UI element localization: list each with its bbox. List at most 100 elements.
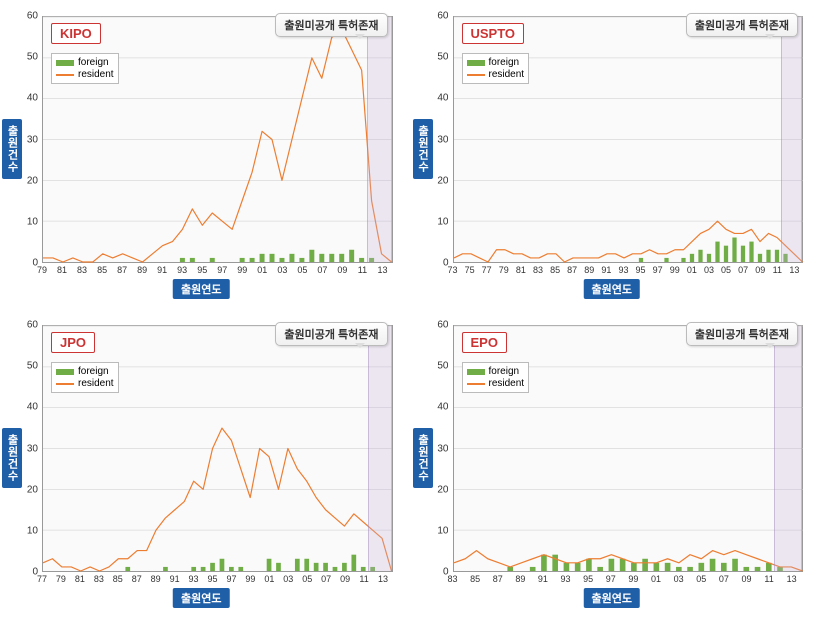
legend: foreignresident: [51, 53, 119, 84]
unpublished-shade: [774, 326, 802, 571]
x-axis-label: 출원연도: [584, 279, 640, 299]
legend-resident: resident: [467, 378, 525, 389]
x-tick: 09: [741, 574, 751, 584]
x-tick: 89: [151, 574, 161, 584]
y-tick: 30: [27, 134, 38, 145]
x-tick: 87: [132, 574, 142, 584]
legend-foreign: foreign: [56, 57, 114, 68]
legend-resident-label: resident: [78, 69, 114, 80]
swatch-resident: [56, 383, 74, 385]
x-axis-label: 출원연도: [584, 588, 640, 608]
y-tick: 60: [437, 320, 448, 331]
legend-foreign: foreign: [467, 57, 525, 68]
x-tick: 91: [601, 265, 611, 275]
x-tick: 79: [56, 574, 66, 584]
unpublished-callout: 출원미공개 특허존재: [686, 13, 798, 37]
x-tick: 13: [377, 265, 387, 275]
x-tick: 91: [157, 265, 167, 275]
x-tick: 11: [359, 574, 368, 584]
legend-resident: resident: [56, 69, 114, 80]
x-tick: 99: [237, 265, 247, 275]
swatch-resident: [467, 74, 485, 76]
x-tick: 83: [77, 265, 87, 275]
y-tick: 50: [27, 361, 38, 372]
x-tick: 99: [245, 574, 255, 584]
legend-foreign-label: foreign: [78, 57, 109, 68]
x-tick: 93: [618, 265, 628, 275]
legend-resident-label: resident: [489, 378, 525, 389]
x-tick: 75: [465, 265, 475, 275]
unpublished-shade: [781, 17, 802, 262]
x-tick: 07: [317, 265, 327, 275]
x-tick: 05: [696, 574, 706, 584]
x-tick: 95: [583, 574, 593, 584]
x-tick: 01: [651, 574, 661, 584]
x-tick: 97: [606, 574, 616, 584]
y-tick: 50: [27, 52, 38, 63]
legend-foreign: foreign: [56, 366, 114, 377]
chart-grid: 출원건수출원연도0102030405060KIPOforeignresident…: [0, 0, 821, 618]
plot-area: EPOforeignresident출원미공개 특허존재: [453, 325, 804, 572]
x-axis-label: 출원연도: [173, 279, 229, 299]
x-tick: 87: [493, 574, 503, 584]
x-tick: 13: [787, 574, 797, 584]
panel-kipo: 출원건수출원연도0102030405060KIPOforeignresident…: [0, 0, 411, 309]
x-tick: 77: [37, 574, 47, 584]
office-badge: JPO: [51, 332, 95, 353]
x-tick: 91: [170, 574, 180, 584]
unpublished-callout: 출원미공개 특허존재: [275, 322, 387, 346]
unpublished-shade: [368, 326, 392, 571]
legend-resident-label: resident: [489, 69, 525, 80]
swatch-foreign: [56, 369, 74, 375]
y-tick: 50: [437, 52, 448, 63]
x-tick: 97: [217, 265, 227, 275]
y-tick: 40: [27, 93, 38, 104]
x-tick: 11: [358, 265, 367, 275]
x-tick: 89: [137, 265, 147, 275]
y-tick: 60: [437, 11, 448, 22]
y-tick: 20: [437, 484, 448, 495]
x-tick: 99: [670, 265, 680, 275]
x-tick: 77: [482, 265, 492, 275]
y-tick: 40: [27, 402, 38, 413]
y-axis-label: 출원건수: [2, 119, 22, 179]
y-tick: 10: [27, 216, 38, 227]
plot-area: USPTO foreignresident 출원미공개 특허존재: [453, 16, 804, 263]
y-tick: 20: [437, 175, 448, 186]
swatch-foreign: [467, 369, 485, 375]
legend-foreign-label: foreign: [489, 57, 520, 68]
x-tick: 97: [653, 265, 663, 275]
x-tick: 85: [550, 265, 560, 275]
x-tick: 83: [447, 574, 457, 584]
x-tick: 97: [226, 574, 236, 584]
x-tick: 05: [297, 265, 307, 275]
x-tick: 07: [719, 574, 729, 584]
legend-foreign-label: foreign: [489, 366, 520, 377]
y-tick: 30: [27, 443, 38, 454]
legend: foreignresident: [462, 53, 530, 84]
y-tick: 10: [437, 216, 448, 227]
x-tick: 85: [113, 574, 123, 584]
x-tick: 01: [687, 265, 697, 275]
y-tick: 20: [27, 484, 38, 495]
x-tick: 95: [636, 265, 646, 275]
office-badge: USPTO: [462, 23, 525, 44]
x-tick: 91: [538, 574, 548, 584]
x-tick: 09: [340, 574, 350, 584]
y-tick: 30: [437, 134, 448, 145]
x-tick: 85: [470, 574, 480, 584]
y-tick: 40: [437, 93, 448, 104]
x-tick: 87: [567, 265, 577, 275]
x-tick: 01: [257, 265, 267, 275]
x-tick: 79: [37, 265, 47, 275]
x-tick: 13: [378, 574, 388, 584]
x-tick: 11: [764, 574, 773, 584]
x-tick: 83: [94, 574, 104, 584]
x-tick: 03: [674, 574, 684, 584]
legend-resident: resident: [467, 69, 525, 80]
x-tick: 95: [207, 574, 217, 584]
x-tick: 93: [177, 265, 187, 275]
x-tick: 09: [755, 265, 765, 275]
y-axis-label: 출원건수: [2, 428, 22, 488]
x-tick: 11: [773, 265, 782, 275]
